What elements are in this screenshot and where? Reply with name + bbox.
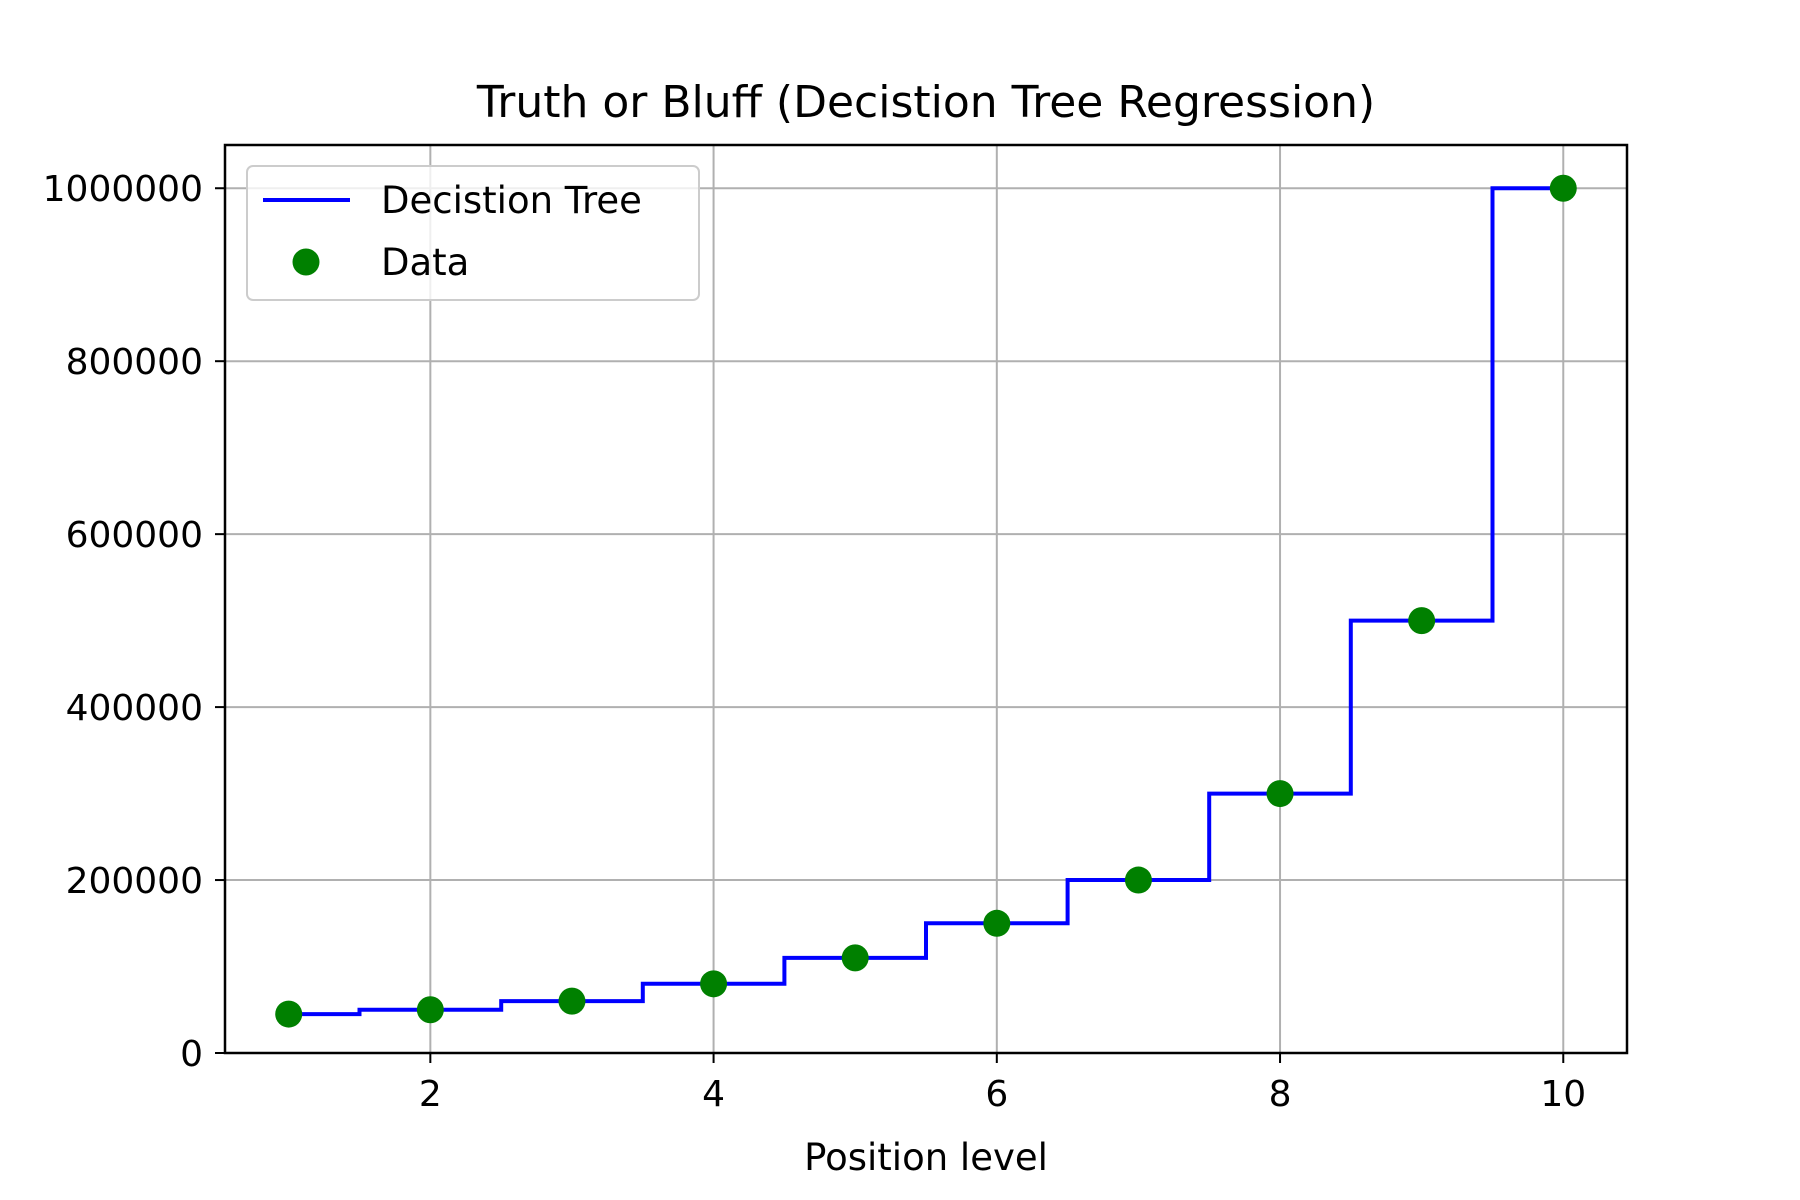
data-point [700, 970, 728, 998]
data-point [1124, 866, 1152, 894]
ticks-layer: 2 4 6 8 10 0 200000 400000 600000 800000 1000000 [43, 169, 1587, 1115]
data-point [1266, 780, 1294, 808]
legend-marker-swatch [292, 248, 320, 276]
data-point [1408, 607, 1436, 635]
chart-title: Truth or Bluff (Decistion Tree Regressio… [476, 77, 1375, 128]
x-tick-label: 4 [702, 1074, 725, 1115]
y-tick-label: 200000 [66, 861, 203, 902]
legend-label: Decistion Tree [381, 179, 642, 222]
x-tick-label: 10 [1540, 1074, 1586, 1115]
y-tick-label: 400000 [66, 688, 203, 729]
data-point [275, 1000, 303, 1028]
x-tick-label: 8 [1269, 1074, 1292, 1115]
y-tick-label: 1000000 [43, 169, 203, 210]
x-tick-label: 2 [419, 1074, 442, 1115]
x-axis-label: Position level [804, 1136, 1048, 1179]
x-tick-label: 6 [985, 1074, 1008, 1115]
data-point [416, 996, 444, 1024]
axes-frame [223, 143, 1629, 1055]
y-tick-label: 0 [180, 1034, 203, 1075]
y-tick-label: 800000 [66, 342, 203, 383]
legend-box [246, 165, 700, 301]
series-layer [275, 174, 1577, 1028]
data-point [983, 909, 1011, 937]
legend: Decistion Tree Data [246, 165, 700, 301]
decision-tree-line [288, 186, 1564, 1017]
data-point [558, 987, 586, 1015]
data-point [1549, 174, 1577, 202]
data-point [841, 944, 869, 972]
legend-label: Data [381, 241, 469, 284]
y-tick-label: 600000 [66, 515, 203, 556]
